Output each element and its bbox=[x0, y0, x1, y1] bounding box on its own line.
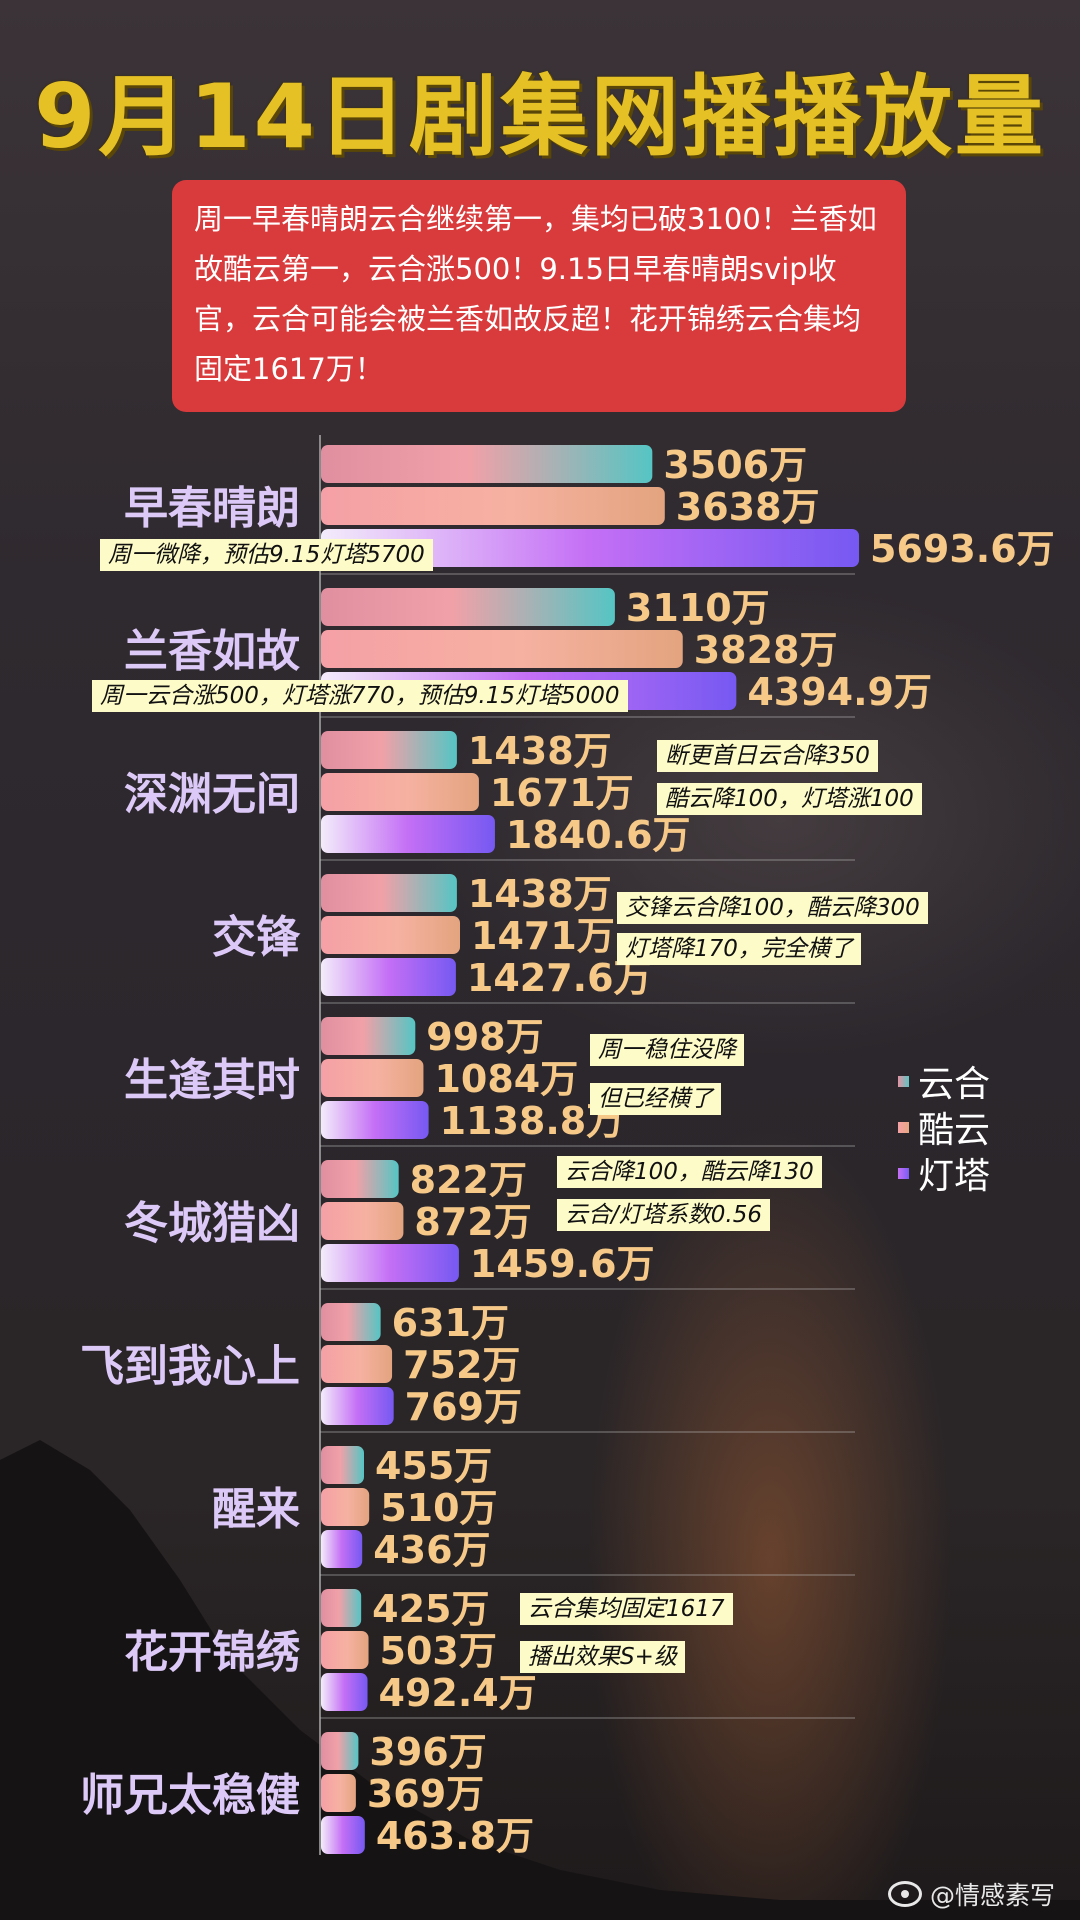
bar-kuyun bbox=[321, 1202, 404, 1240]
value-label-dengta: 1459.6万 bbox=[470, 1242, 655, 1286]
value-label-dengta: 769万 bbox=[405, 1385, 522, 1429]
value-label-dengta: 4394.9万 bbox=[747, 670, 932, 714]
credit-text: @情感素写 bbox=[930, 1881, 1056, 1910]
note-jiaofeng-1: 交锋云合降100，酷云降300 bbox=[617, 892, 928, 924]
value-label-kuyun: 872万 bbox=[414, 1200, 531, 1244]
bar-yunhe bbox=[321, 445, 653, 483]
value-label-kuyun: 3638万 bbox=[676, 485, 820, 529]
bar-kuyun bbox=[321, 1488, 370, 1526]
bar-kuyun bbox=[321, 630, 683, 668]
category-label: 飞到我心上 bbox=[80, 1341, 300, 1392]
value-label-kuyun: 752万 bbox=[403, 1343, 520, 1387]
legend-item-dengta: 灯塔 bbox=[898, 1150, 991, 1197]
bar-yunhe bbox=[321, 588, 615, 626]
value-label-kuyun: 369万 bbox=[367, 1772, 484, 1816]
bar-yunhe bbox=[321, 1589, 362, 1627]
category-label: 深渊无间 bbox=[124, 769, 300, 820]
bar-yunhe bbox=[321, 1017, 416, 1055]
note-dongcheng-1: 云合降100，酷云降130 bbox=[557, 1156, 822, 1188]
category-label: 醒来 bbox=[212, 1484, 300, 1535]
mountain-silhouette bbox=[0, 1440, 1080, 1920]
category-label: 冬城猎凶 bbox=[124, 1198, 300, 1249]
value-label-yunhe: 455万 bbox=[375, 1444, 492, 1488]
bar-yunhe bbox=[321, 731, 457, 769]
value-label-kuyun: 1671万 bbox=[490, 771, 634, 815]
weibo-icon bbox=[888, 1881, 922, 1907]
bar-kuyun bbox=[321, 1631, 369, 1669]
value-label-kuyun: 1471万 bbox=[471, 914, 615, 958]
note-dongcheng-2: 云合/灯塔系数0.56 bbox=[557, 1199, 770, 1231]
bar-kuyun bbox=[321, 916, 461, 954]
note-zaochun: 周一微降，预估9.15灯塔5700 bbox=[100, 539, 433, 571]
bar-kuyun bbox=[321, 1345, 393, 1383]
legend-label-yunhe: 云合 bbox=[918, 1064, 991, 1105]
category-label: 交锋 bbox=[212, 912, 301, 963]
bar-dengta bbox=[321, 958, 456, 996]
bar-dengta bbox=[321, 1530, 363, 1568]
value-label-yunhe: 822万 bbox=[410, 1158, 527, 1202]
category-label: 师兄太稳健 bbox=[80, 1770, 300, 1821]
bar-kuyun bbox=[321, 773, 479, 811]
page-title: 9月14日剧集网播播放量 bbox=[34, 65, 1046, 168]
legend-label-dengta: 灯塔 bbox=[918, 1156, 991, 1197]
legend: 云合 酷云 灯塔 bbox=[898, 1058, 991, 1197]
category-label: 花开锦绣 bbox=[124, 1627, 301, 1678]
value-label-dengta: 5693.6万 bbox=[870, 527, 1055, 571]
bar-dengta bbox=[321, 1101, 429, 1139]
bar-kuyun bbox=[321, 1774, 356, 1812]
value-label-yunhe: 3506万 bbox=[663, 443, 807, 487]
bar-yunhe bbox=[321, 1446, 364, 1484]
bar-yunhe bbox=[321, 1303, 381, 1341]
legend-item-kuyun: 酷云 bbox=[898, 1104, 991, 1151]
bar-dengta bbox=[321, 1387, 394, 1425]
bar-yunhe bbox=[321, 1732, 359, 1770]
note-shenyuan-2: 酷云降100，灯塔涨100 bbox=[657, 783, 922, 815]
value-label-yunhe: 396万 bbox=[369, 1730, 486, 1774]
legend-swatch-yunhe bbox=[898, 1075, 909, 1087]
note-jiaofeng-2: 灯塔降170，完全横了 bbox=[617, 933, 861, 965]
legend-item-yunhe: 云合 bbox=[898, 1058, 991, 1105]
bar-yunhe bbox=[321, 1160, 399, 1198]
category-label: 生逢其时 bbox=[124, 1055, 300, 1106]
bar-kuyun bbox=[321, 487, 665, 525]
value-label-dengta: 1840.6万 bbox=[506, 813, 691, 857]
legend-swatch-dengta bbox=[898, 1167, 909, 1179]
value-label-yunhe: 1438万 bbox=[468, 872, 612, 916]
value-label-kuyun: 510万 bbox=[380, 1486, 497, 1530]
note-shenyuan-1: 断更首日云合降350 bbox=[657, 740, 878, 772]
credit: @情感素写 bbox=[888, 1876, 1055, 1912]
value-label-kuyun: 1084万 bbox=[434, 1057, 578, 1101]
bar-dengta bbox=[321, 1816, 365, 1854]
bar-kuyun bbox=[321, 1059, 424, 1097]
value-label-kuyun: 503万 bbox=[380, 1629, 497, 1673]
note-lanxiang: 周一云合涨500，灯塔涨770，预估9.15灯塔5000 bbox=[92, 680, 628, 712]
bar-dengta bbox=[321, 815, 495, 853]
bar-yunhe bbox=[321, 874, 457, 912]
value-label-dengta: 463.8万 bbox=[376, 1814, 534, 1858]
summary-box: 周一早春晴朗云合继续第一，集均已破3100！兰香如故酷云第一，云合涨500！9.… bbox=[172, 180, 906, 412]
bar-dengta bbox=[321, 1244, 459, 1282]
note-huakai-1: 云合集均固定1617 bbox=[520, 1593, 733, 1625]
legend-swatch-kuyun bbox=[898, 1121, 909, 1133]
bar-dengta bbox=[321, 529, 860, 567]
value-label-dengta: 436万 bbox=[373, 1528, 490, 1572]
value-label-yunhe: 998万 bbox=[426, 1015, 543, 1059]
value-label-yunhe: 425万 bbox=[372, 1587, 489, 1631]
note-shengfeng-2: 但已经横了 bbox=[590, 1083, 721, 1115]
note-huakai-2: 播出效果S+级 bbox=[520, 1641, 685, 1673]
category-label: 早春晴朗 bbox=[124, 483, 300, 534]
value-label-kuyun: 3828万 bbox=[694, 628, 838, 672]
note-shengfeng-1: 周一稳住没降 bbox=[590, 1034, 744, 1066]
category-label: 兰香如故 bbox=[124, 626, 300, 677]
legend-label-kuyun: 酷云 bbox=[918, 1110, 991, 1151]
value-label-yunhe: 3110万 bbox=[626, 586, 770, 630]
value-label-yunhe: 1438万 bbox=[468, 729, 612, 773]
value-label-dengta: 492.4万 bbox=[379, 1671, 537, 1715]
bar-dengta bbox=[321, 1673, 368, 1711]
value-label-yunhe: 631万 bbox=[392, 1301, 509, 1345]
